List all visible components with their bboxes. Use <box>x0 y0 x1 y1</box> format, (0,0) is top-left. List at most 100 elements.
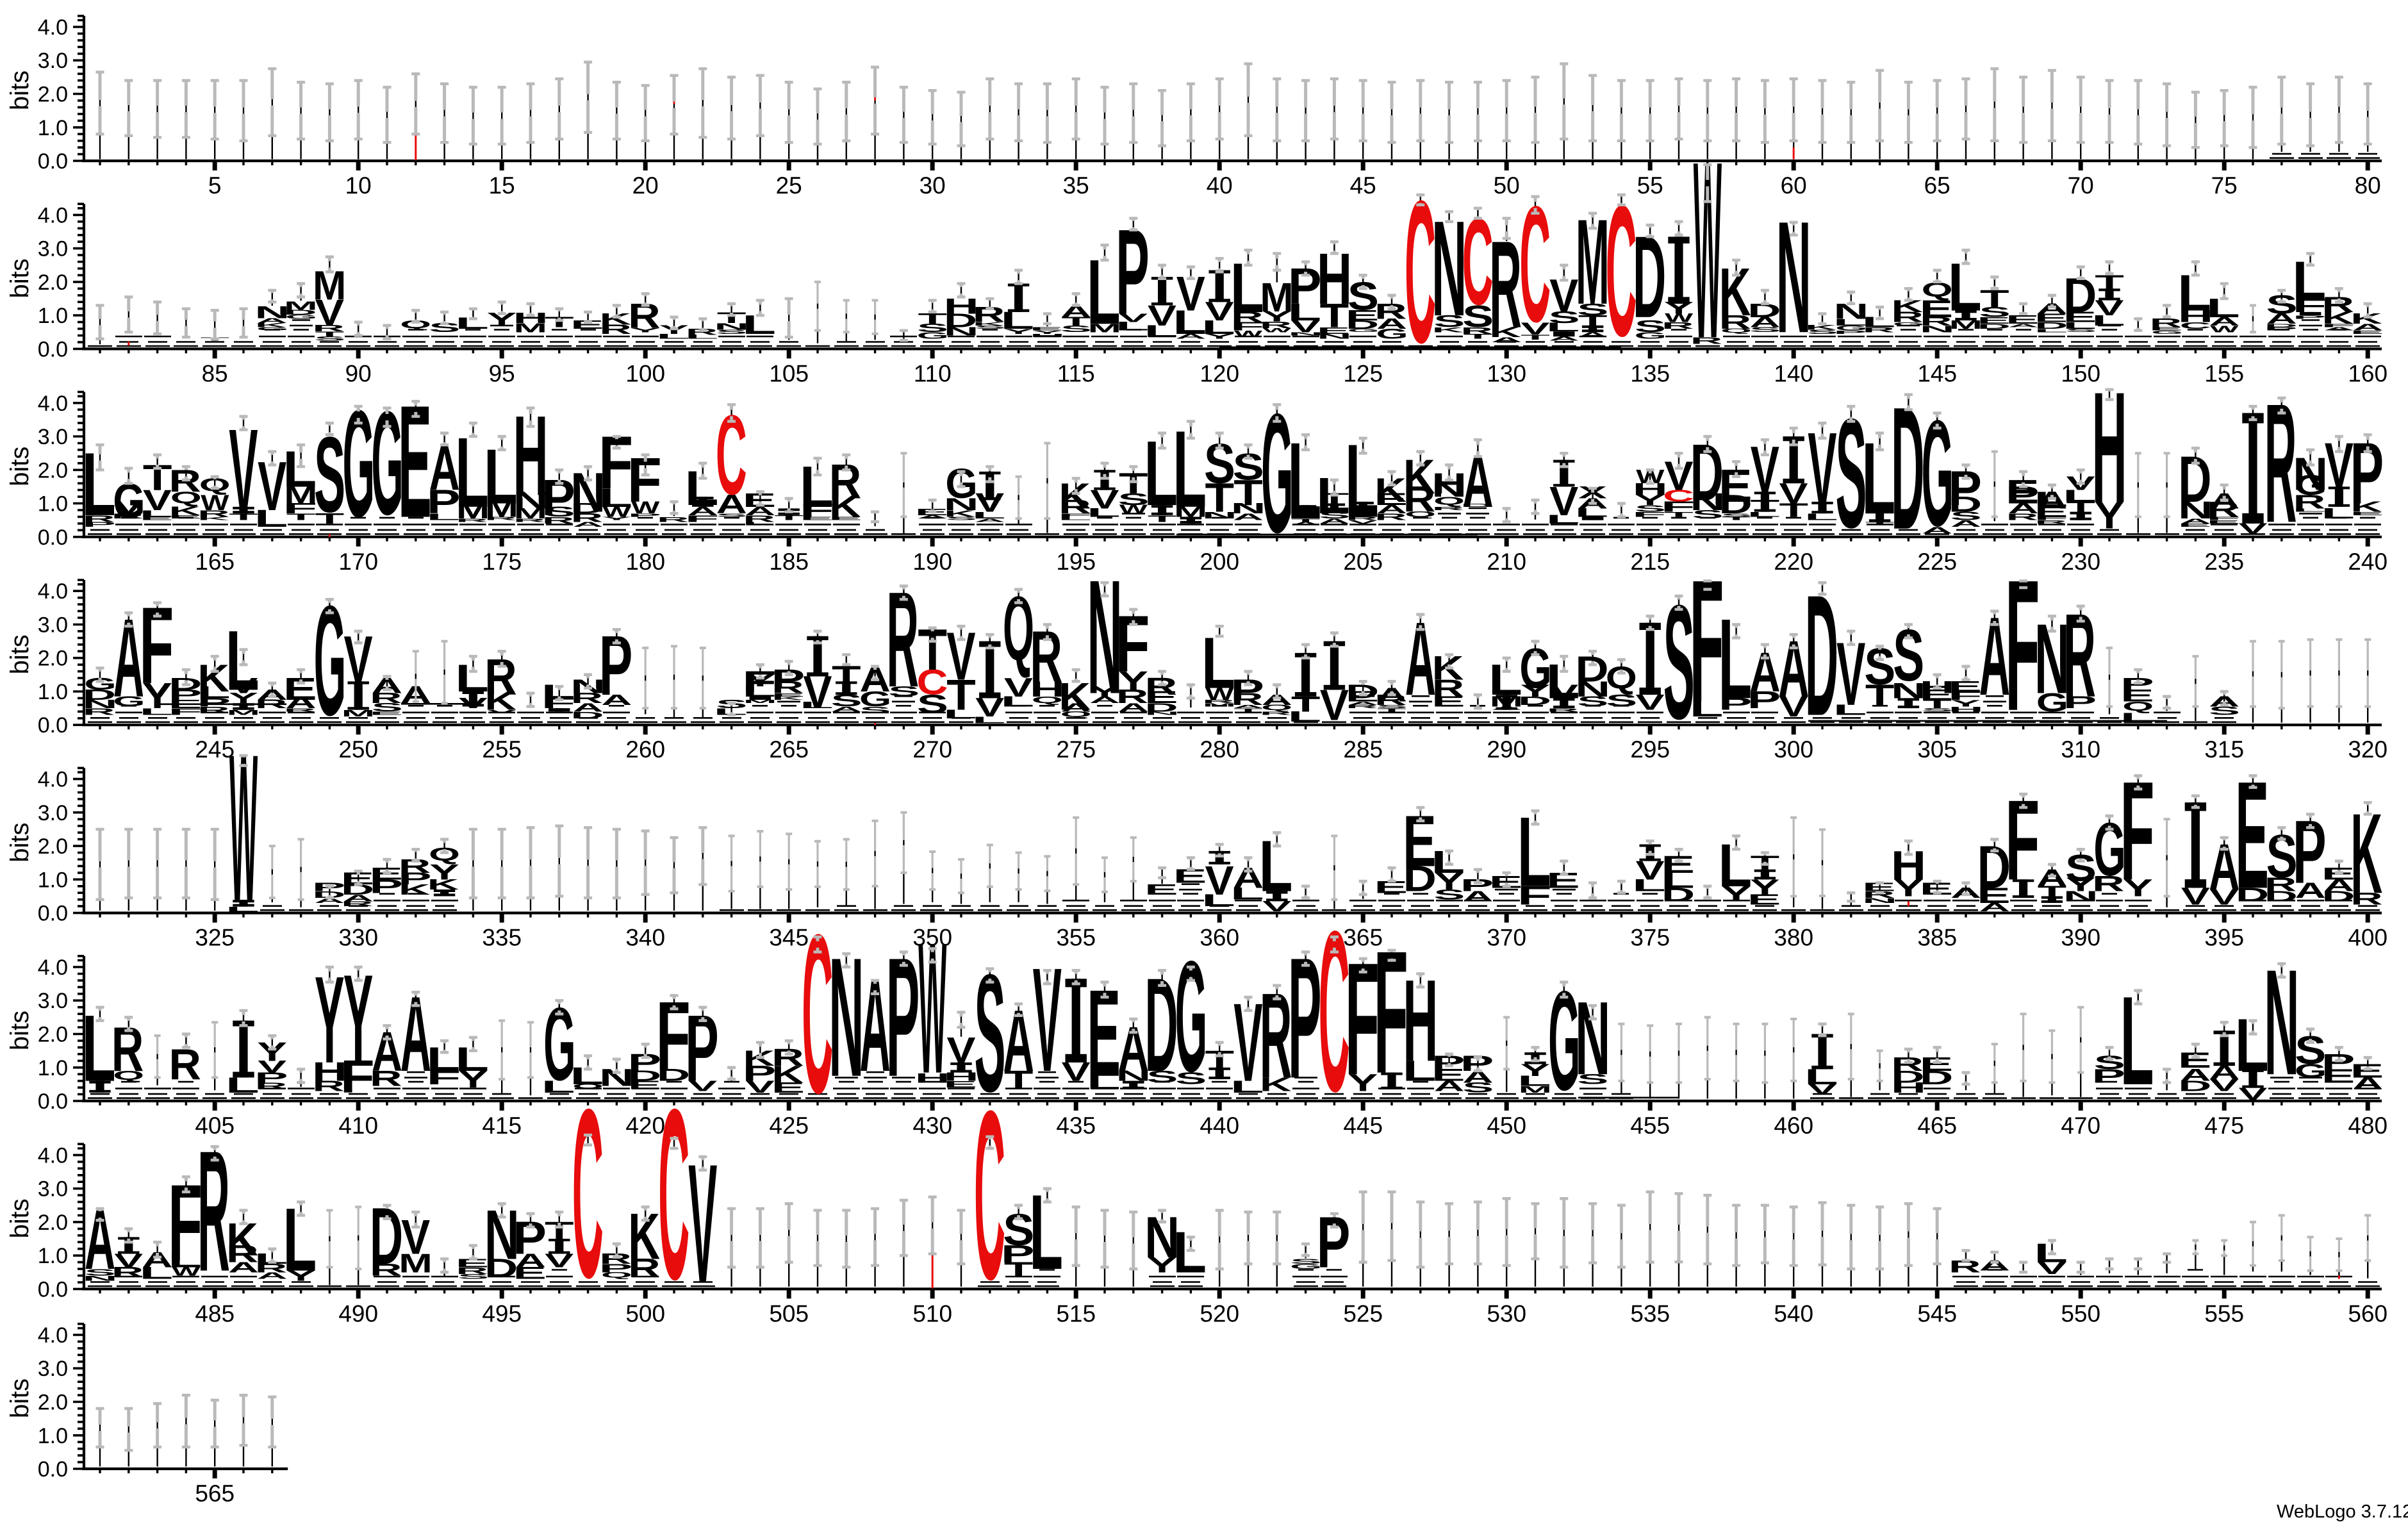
svg-text:N: N <box>570 462 606 524</box>
svg-text:210: 210 <box>1487 549 1526 575</box>
svg-text:R: R <box>1231 309 1263 325</box>
svg-text:205: 205 <box>1343 549 1383 575</box>
svg-text:V: V <box>1233 980 1262 1105</box>
svg-text:R: R <box>1374 511 1406 522</box>
svg-text:Y: Y <box>2066 874 2096 896</box>
svg-text:3.0: 3.0 <box>38 613 68 638</box>
svg-text:M: M <box>743 699 777 704</box>
svg-text:A: A <box>1060 701 1091 715</box>
svg-text:3.0: 3.0 <box>38 801 68 825</box>
svg-text:R: R <box>313 1078 345 1094</box>
svg-text:S: S <box>917 322 948 335</box>
svg-text:T: T <box>1722 516 1751 521</box>
svg-text:405: 405 <box>195 1113 235 1139</box>
svg-text:K: K <box>399 881 431 897</box>
svg-text:F: F <box>2005 541 2040 750</box>
svg-text:E: E <box>1403 800 1436 882</box>
svg-text:S: S <box>1462 1080 1494 1095</box>
svg-text:510: 510 <box>912 1300 952 1327</box>
svg-text:bits: bits <box>6 70 34 110</box>
svg-text:325: 325 <box>195 925 235 951</box>
svg-text:W: W <box>1234 329 1262 340</box>
svg-text:M: M <box>1088 321 1121 335</box>
svg-text:L: L <box>2235 1003 2269 1087</box>
svg-text:40: 40 <box>1207 172 1233 199</box>
svg-text:S: S <box>458 1273 489 1280</box>
svg-text:E: E <box>2178 1048 2211 1072</box>
svg-text:K: K <box>2350 790 2382 917</box>
svg-text:L: L <box>197 682 231 702</box>
svg-text:Y: Y <box>1003 327 1034 336</box>
svg-text:F: F <box>1948 689 1983 702</box>
svg-text:T: T <box>1664 510 1694 518</box>
svg-text:Y: Y <box>745 672 775 691</box>
svg-text:A: A <box>1089 695 1120 706</box>
svg-text:R: R <box>2063 589 2095 722</box>
svg-text:C: C <box>802 888 833 1140</box>
svg-text:V: V <box>2210 1075 2239 1095</box>
svg-text:V: V <box>344 623 373 695</box>
svg-text:M: M <box>1949 318 1983 331</box>
svg-text:E: E <box>1949 679 1982 695</box>
svg-text:M: M <box>456 499 490 523</box>
svg-text:Y: Y <box>1118 666 1148 695</box>
svg-text:Q: Q <box>572 1083 604 1089</box>
svg-text:K: K <box>771 695 804 700</box>
svg-text:320: 320 <box>2348 736 2387 763</box>
svg-text:A: A <box>1778 624 1809 714</box>
svg-text:V: V <box>1004 672 1034 702</box>
svg-text:A: A <box>85 1193 115 1287</box>
svg-text:G: G <box>2036 688 2068 717</box>
svg-text:F: F <box>168 1161 202 1284</box>
svg-text:R: R <box>1863 326 1895 334</box>
svg-text:415: 415 <box>482 1113 522 1139</box>
svg-text:P: P <box>1231 674 1264 706</box>
svg-text:E: E <box>140 516 173 522</box>
svg-text:115: 115 <box>1057 360 1095 386</box>
svg-text:M: M <box>514 506 547 522</box>
svg-text:P: P <box>1460 876 1494 895</box>
svg-text:N: N <box>1317 333 1352 341</box>
svg-text:A: A <box>1922 525 1952 536</box>
svg-text:L: L <box>1862 422 1896 536</box>
svg-text:H: H <box>1030 677 1065 702</box>
svg-text:30: 30 <box>919 172 946 199</box>
svg-text:M: M <box>1519 1084 1552 1095</box>
svg-text:D: D <box>571 500 604 517</box>
svg-text:L: L <box>1001 693 1035 709</box>
svg-text:2.0: 2.0 <box>38 647 68 671</box>
svg-text:L: L <box>2063 486 2097 506</box>
svg-text:P: P <box>370 875 403 897</box>
svg-text:M: M <box>284 299 317 312</box>
svg-text:A: A <box>831 705 862 713</box>
svg-text:N: N <box>1116 1068 1151 1084</box>
svg-text:E: E <box>1087 965 1121 1103</box>
svg-text:L: L <box>2321 506 2355 522</box>
svg-text:S: S <box>1577 1071 1608 1087</box>
svg-text:Q: Q <box>1060 710 1092 718</box>
svg-text:E: E <box>2034 504 2068 520</box>
svg-text:Q: Q <box>1433 494 1465 507</box>
svg-text:2.0: 2.0 <box>38 1391 68 1415</box>
svg-text:S: S <box>1807 329 1838 335</box>
svg-text:R: R <box>600 322 632 337</box>
svg-text:S: S <box>1692 508 1724 521</box>
svg-text:F: F <box>2292 294 2327 316</box>
svg-text:K: K <box>829 488 861 524</box>
svg-text:A: A <box>917 514 948 519</box>
svg-text:R: R <box>197 704 229 715</box>
svg-text:P: P <box>254 1070 288 1086</box>
svg-text:V: V <box>258 1057 286 1076</box>
svg-text:D: D <box>284 308 317 317</box>
svg-text:D: D <box>1977 833 2011 901</box>
svg-text:N: N <box>1575 980 1610 1096</box>
svg-text:F: F <box>1690 543 1724 738</box>
svg-text:R: R <box>255 1080 287 1091</box>
svg-text:R: R <box>1030 616 1062 697</box>
svg-text:R: R <box>83 513 115 524</box>
svg-text:T: T <box>1205 1045 1234 1073</box>
svg-text:E: E <box>2149 326 2182 332</box>
svg-text:bits: bits <box>6 1198 34 1238</box>
svg-text:L: L <box>1288 709 1322 725</box>
svg-text:bits: bits <box>6 1011 34 1050</box>
